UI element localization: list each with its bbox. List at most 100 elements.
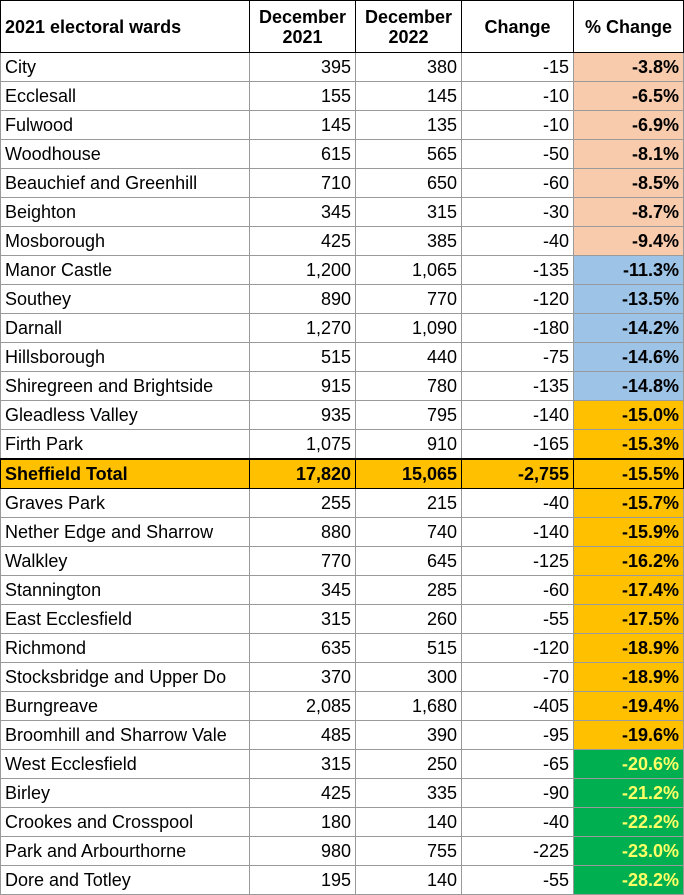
change-cell: -125 [461, 546, 574, 576]
change-cell: -135 [461, 371, 574, 401]
change-cell: -70 [461, 662, 574, 692]
ward-cell: Gleadless Valley [0, 400, 250, 430]
dec-2021-cell: 345 [249, 197, 356, 227]
pct-change-cell: -20.6% [573, 749, 684, 779]
change-cell: -40 [461, 488, 574, 518]
dec-2022-cell: 780 [355, 371, 462, 401]
table-row: Graves Park 255 215 -40 -15.7% [0, 488, 684, 518]
pct-change-cell: -19.6% [573, 720, 684, 750]
dec-2021-cell: 425 [249, 778, 356, 808]
dec-2022-cell: 260 [355, 604, 462, 634]
pct-change-cell: -14.8% [573, 371, 684, 401]
dec-2021-cell: 425 [249, 226, 356, 256]
pct-change-cell: -18.9% [573, 662, 684, 692]
pct-change-cell: -6.9% [573, 110, 684, 140]
table-row: Dore and Totley 195 140 -55 -28.2% [0, 865, 684, 895]
change-cell: -55 [461, 604, 574, 634]
dec-2021-cell: 935 [249, 400, 356, 430]
dec-2022-cell: 740 [355, 517, 462, 547]
dec-2022-cell: 390 [355, 720, 462, 750]
ward-cell: Dore and Totley [0, 865, 250, 895]
dec-2021-cell: 2,085 [249, 691, 356, 721]
dec-2021-cell: 635 [249, 633, 356, 663]
change-cell: -225 [461, 836, 574, 866]
dec-2021-cell: 880 [249, 517, 356, 547]
ward-cell: Woodhouse [0, 139, 250, 169]
pct-change-cell: -8.7% [573, 197, 684, 227]
change-cell: -60 [461, 168, 574, 198]
change-cell: -55 [461, 865, 574, 895]
change-cell: -65 [461, 749, 574, 779]
dec-2022-cell: 215 [355, 488, 462, 518]
table-row: Crookes and Crosspool 180 140 -40 -22.2% [0, 807, 684, 837]
change-cell: -140 [461, 400, 574, 430]
dec-2022-cell: 910 [355, 429, 462, 460]
dec-2021-cell: 485 [249, 720, 356, 750]
table-row: Southey 890 770 -120 -13.5% [0, 284, 684, 314]
dec-2021-cell: 155 [249, 81, 356, 111]
dec-2022-cell: 650 [355, 168, 462, 198]
ward-cell: Southey [0, 284, 250, 314]
dec-2022-cell: 440 [355, 342, 462, 372]
table-row: Gleadless Valley 935 795 -140 -15.0% [0, 400, 684, 430]
header-dec-2021-line1: December [258, 6, 347, 27]
dec-2021-cell: 395 [249, 52, 356, 82]
dec-2021-cell: 890 [249, 284, 356, 314]
dec-2021-cell: 145 [249, 110, 356, 140]
header-pct-change: % Change [573, 0, 684, 53]
change-cell: -120 [461, 284, 574, 314]
change-cell: -50 [461, 139, 574, 169]
dec-2022-cell: 250 [355, 749, 462, 779]
dec-2022-cell: 15,065 [355, 458, 462, 489]
pct-change-cell: -17.4% [573, 575, 684, 605]
ward-cell: Manor Castle [0, 255, 250, 285]
dec-2021-cell: 980 [249, 836, 356, 866]
change-cell: -40 [461, 226, 574, 256]
header-change: Change [461, 0, 574, 53]
header-dec-2021-line2: 2021 [282, 26, 323, 47]
dec-2022-cell: 515 [355, 633, 462, 663]
table-row: Birley 425 335 -90 -21.2% [0, 778, 684, 808]
ward-cell: Sheffield Total [0, 458, 250, 489]
dec-2022-cell: 335 [355, 778, 462, 808]
ward-cell: Fulwood [0, 110, 250, 140]
table-row: Mosborough 425 385 -40 -9.4% [0, 226, 684, 256]
change-cell: -30 [461, 197, 574, 227]
dec-2022-cell: 645 [355, 546, 462, 576]
change-cell: -90 [461, 778, 574, 808]
dec-2022-cell: 315 [355, 197, 462, 227]
pct-change-cell: -15.3% [573, 429, 684, 460]
ward-cell: Park and Arbourthorne [0, 836, 250, 866]
ward-cell: Broomhill and Sharrow Vale [0, 720, 250, 750]
pct-change-cell: -11.3% [573, 255, 684, 285]
dec-2022-cell: 300 [355, 662, 462, 692]
table-row: Beighton 345 315 -30 -8.7% [0, 197, 684, 227]
pct-change-cell: -18.9% [573, 633, 684, 663]
ward-cell: Richmond [0, 633, 250, 663]
table-row: Walkley 770 645 -125 -16.2% [0, 546, 684, 576]
dec-2021-cell: 710 [249, 168, 356, 198]
table-row: Richmond 635 515 -120 -18.9% [0, 633, 684, 663]
change-cell: -405 [461, 691, 574, 721]
change-cell: -140 [461, 517, 574, 547]
pct-change-cell: -15.0% [573, 400, 684, 430]
ward-cell: Firth Park [0, 429, 250, 460]
pct-change-cell: -28.2% [573, 865, 684, 895]
table-row: Darnall 1,270 1,090 -180 -14.2% [0, 313, 684, 343]
pct-change-cell: -8.1% [573, 139, 684, 169]
change-cell: -15 [461, 52, 574, 82]
dec-2021-cell: 255 [249, 488, 356, 518]
dec-2022-cell: 145 [355, 81, 462, 111]
table-row: Fulwood 145 135 -10 -6.9% [0, 110, 684, 140]
dec-2021-cell: 615 [249, 139, 356, 169]
pct-change-cell: -6.5% [573, 81, 684, 111]
ward-cell: Hillsborough [0, 342, 250, 372]
ward-cell: Nether Edge and Sharrow [0, 517, 250, 547]
dec-2022-cell: 140 [355, 807, 462, 837]
dec-2022-cell: 135 [355, 110, 462, 140]
ward-cell: Beighton [0, 197, 250, 227]
change-cell: -40 [461, 807, 574, 837]
table-row: Nether Edge and Sharrow 880 740 -140 -15.9% [0, 517, 684, 547]
table-row: Manor Castle 1,200 1,065 -135 -11.3% [0, 255, 684, 285]
